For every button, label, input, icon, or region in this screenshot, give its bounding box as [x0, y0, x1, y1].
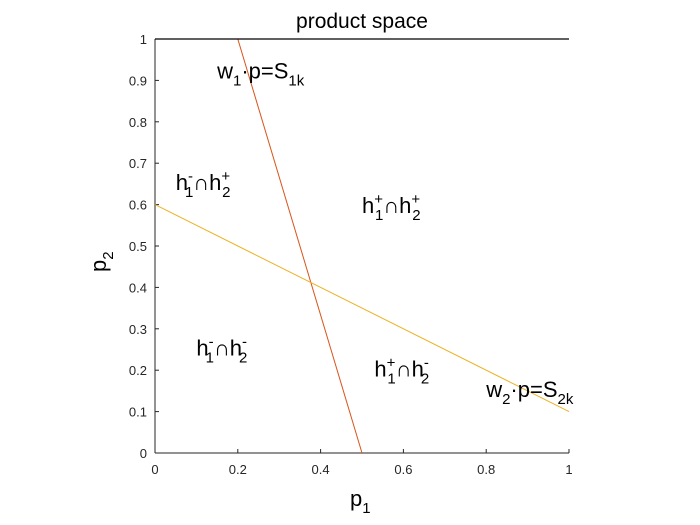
y-tick-label: 0.7 [129, 156, 147, 171]
y-tick-label: 0.2 [129, 363, 147, 378]
y-tick-label: 0.9 [129, 73, 147, 88]
y-axis-label-text: p2 [86, 251, 117, 272]
y-tick-label: 0 [140, 446, 147, 461]
line-w1 [237, 38, 363, 454]
y-tick-label: 0.5 [129, 239, 147, 254]
x-tick-label: 0.4 [312, 462, 330, 477]
region-h1-plus-h2-minus: h+ 1∩h-2 [374, 354, 429, 387]
x-axis-label: p1 [350, 486, 371, 517]
x-axis-label-text: p1 [350, 486, 371, 517]
w1-label: w1·p=S1k [216, 58, 305, 89]
y-axis-label: p2 [86, 251, 117, 272]
y-tick-label: 1 [140, 32, 147, 47]
plot-area: 0 0.2 0.4 0.6 0.8 1 0 0.1 0.2 0.3 0.4 0.5 0.6 0.7 0.8 0… [129, 32, 574, 477]
w2-label: w2·p=S2k [485, 377, 574, 408]
x-tick-label: 0.6 [394, 462, 412, 477]
x-tick-label: 0 [151, 462, 158, 477]
y-tick-label: 0.8 [129, 115, 147, 130]
y-tick-label: 0.3 [129, 322, 147, 337]
y-tick-label: 0.4 [129, 280, 147, 295]
chart-title: product space [296, 10, 428, 33]
y-tick-label: 0.6 [129, 198, 147, 213]
region-h1-minus-h2-minus: h-1∩h-2 [196, 334, 247, 367]
x-tick-label: 0.2 [229, 462, 247, 477]
region-h1-minus-h2-plus: h-1∩h+ 2 [176, 168, 231, 201]
line-w2 [154, 204, 570, 413]
y-tick-label: 0.1 [129, 405, 147, 420]
x-tick-label: 1 [565, 462, 572, 477]
x-tick-label: 0.8 [477, 462, 495, 477]
region-h1-plus-h2-plus: h+ 1∩h+ 2 [362, 191, 421, 224]
